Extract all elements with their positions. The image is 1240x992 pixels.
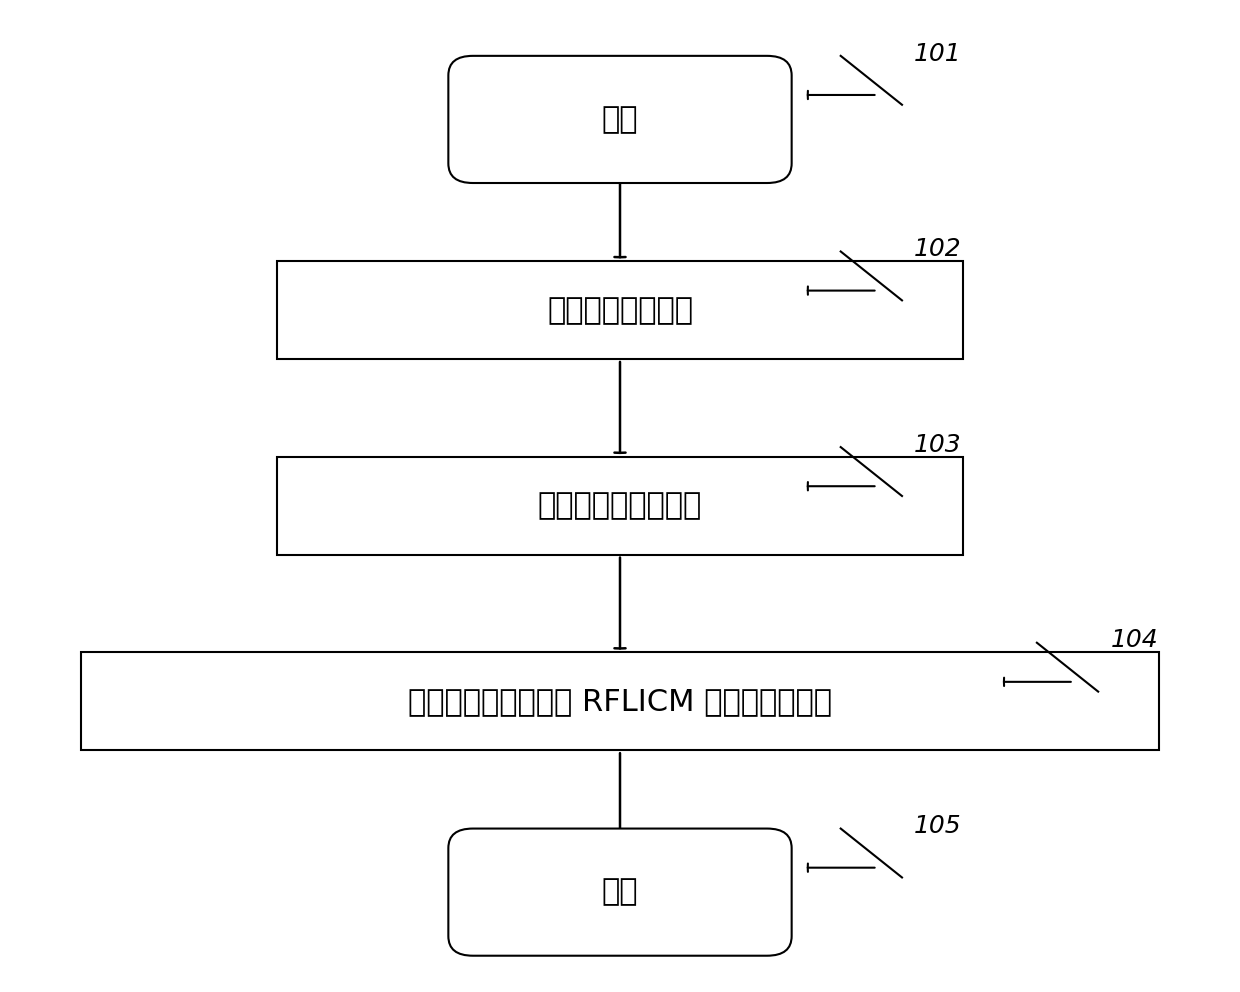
Text: 101: 101 bbox=[914, 42, 962, 65]
Text: 104: 104 bbox=[1111, 629, 1158, 653]
Text: 105: 105 bbox=[914, 814, 962, 838]
FancyBboxPatch shape bbox=[449, 828, 791, 955]
Bar bbox=[81, 653, 1159, 750]
Bar bbox=[277, 261, 963, 359]
Text: 结束: 结束 bbox=[601, 878, 639, 907]
FancyBboxPatch shape bbox=[449, 56, 791, 183]
Text: 102: 102 bbox=[914, 237, 962, 261]
Text: 开始: 开始 bbox=[601, 105, 639, 134]
Text: 基于种子集的半监督 RFLICM 聚类的图像分割: 基于种子集的半监督 RFLICM 聚类的图像分割 bbox=[408, 686, 832, 716]
Bar bbox=[277, 457, 963, 555]
Text: 103: 103 bbox=[914, 433, 962, 457]
Text: 输入待分割的图像: 输入待分割的图像 bbox=[547, 296, 693, 324]
Text: 对图像进行加噪处理: 对图像进行加噪处理 bbox=[538, 491, 702, 520]
